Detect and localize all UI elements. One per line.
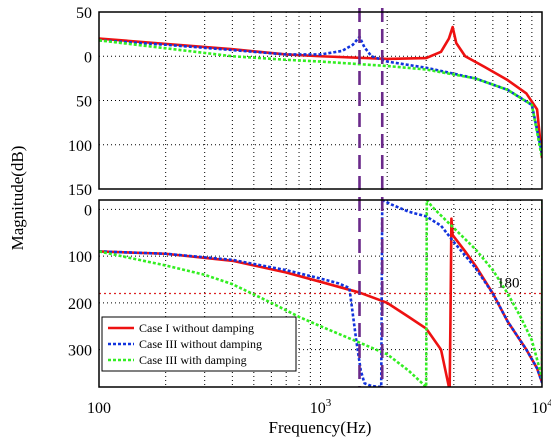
legend-entry: Case I without damping [139,321,254,335]
y-tick-label: 50 [76,5,92,22]
series-line [99,39,542,159]
series-line [99,200,542,387]
resonance-markers [358,8,384,387]
x-ticks: 100 103 104 [87,397,551,417]
y-tick-label: 100 [68,138,92,155]
x-tick-label: 103 [310,397,332,417]
phase-plot-frame [98,199,543,388]
magnitude-y-ticks: 50 0 50 100 150 [68,5,92,199]
legend: Case I without damping Case III without d… [101,316,297,372]
magnitude-plot-frame [98,11,543,190]
x-tick-label: 104 [531,397,551,417]
magnitude-grid [99,12,542,189]
y-tick-label: 200 [68,296,92,313]
y-tick-label: 0 [84,202,92,219]
series-line [99,25,542,159]
series-line [99,35,542,154]
series-line [99,200,542,387]
series-line [99,200,542,387]
legend-box [101,316,297,372]
phase-series [99,200,542,387]
y-axis-label: Magnitude(dB) [8,146,27,251]
reference-line-label: 180 [497,276,520,292]
magnitude-series [99,25,542,159]
legend-entry: Case III without damping [139,337,262,351]
phase-y-ticks: 0 100 200 300 [68,202,92,359]
y-tick-label: 100 [68,249,92,266]
y-tick-label: 150 [68,182,92,199]
y-tick-label: 300 [68,343,92,360]
y-tick-label: 0 [84,49,92,66]
x-tick-label: 100 [87,400,111,417]
x-axis-label: Frequency(Hz) [269,418,372,437]
legend-entry: Case III with damping [139,353,247,367]
y-tick-label: 50 [76,94,92,111]
